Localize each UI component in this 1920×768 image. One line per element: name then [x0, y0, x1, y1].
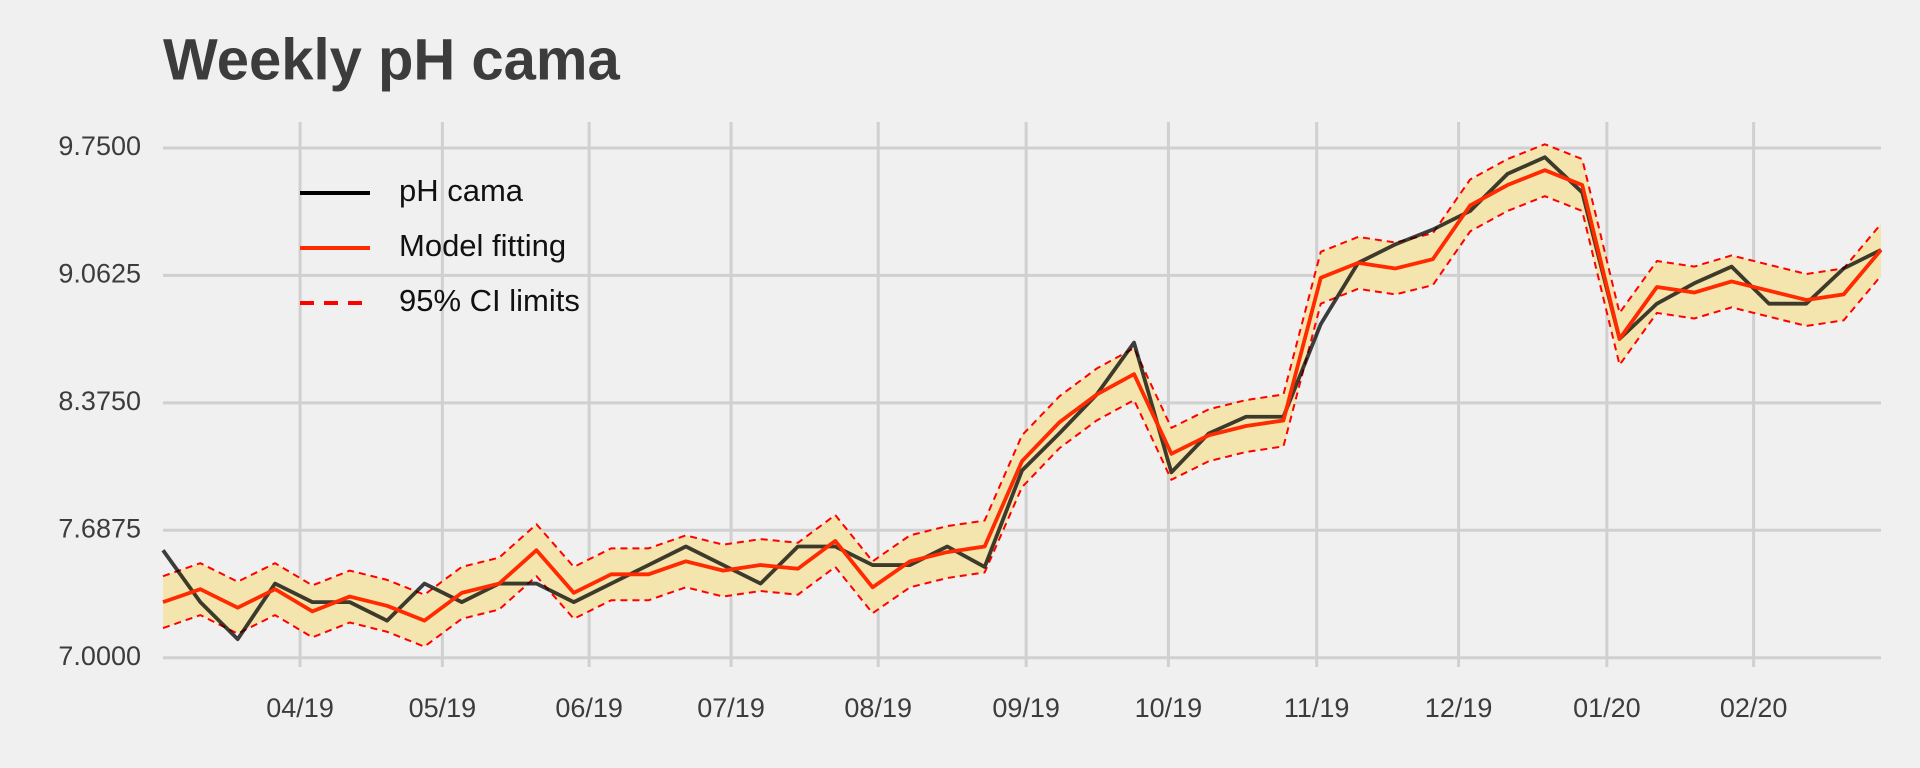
- legend-label: pH cama: [399, 173, 524, 208]
- legend-label: Model fitting: [399, 228, 566, 263]
- x-tick-label: 05/19: [409, 693, 477, 723]
- series-line: [162, 168, 1883, 623]
- x-tick-label: 06/19: [555, 693, 623, 723]
- y-tick-label: 7.0000: [58, 641, 141, 671]
- y-tick-label: 9.7500: [58, 131, 141, 161]
- x-tick-label: 04/19: [266, 693, 334, 723]
- x-tick-label: 02/20: [1720, 693, 1788, 723]
- x-tick-label: 01/20: [1573, 693, 1641, 723]
- ci-band: [163, 144, 1881, 647]
- x-tick-label: 11/19: [1284, 693, 1350, 723]
- x-tick-label: 09/19: [992, 693, 1060, 723]
- series-line: [162, 143, 1882, 596]
- chart-title: Weekly pH cama: [163, 27, 620, 92]
- x-tick-label: 12/19: [1425, 693, 1493, 723]
- series-line: [162, 195, 1882, 648]
- y-tick-label: 7.6875: [58, 513, 141, 543]
- x-tick-label: 10/19: [1135, 693, 1203, 723]
- y-tick-label: 9.0625: [58, 259, 141, 289]
- y-tick-label: 8.3750: [58, 386, 141, 416]
- legend-label: 95% CI limits: [399, 283, 580, 318]
- x-tick-label: 07/19: [697, 693, 765, 723]
- x-tick-label: 08/19: [844, 693, 912, 723]
